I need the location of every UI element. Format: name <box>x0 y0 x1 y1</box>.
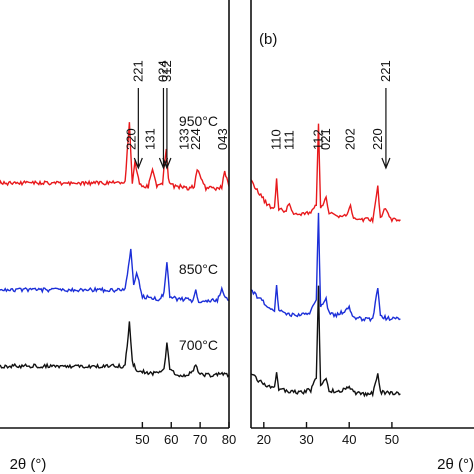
peak-label-224-panel-a: 224 <box>188 128 203 150</box>
peak-label-110-panel-b: 110 <box>269 129 284 150</box>
series-850c-line-panel-b <box>251 212 401 323</box>
panel-label-b: (b) <box>259 31 277 48</box>
panel-a: 950°C 850°C 700°C 50 60 70 80 2θ (°) 220 221 131 02… <box>0 0 236 473</box>
temperature-label-700c: 700°C <box>179 337 218 353</box>
series-700c-line-panel-a <box>0 321 229 378</box>
x-tick-label-50-panel-b: 50 <box>385 432 399 447</box>
series-700c-line-panel-b <box>251 285 401 398</box>
x-tick-label-30-panel-b: 30 <box>299 432 313 447</box>
temperature-label-850c: 850°C <box>179 261 218 277</box>
peak-label-221-panel-b: 221 <box>378 60 393 82</box>
series-850c-line-panel-a <box>0 248 229 304</box>
peak-label-312-panel-a: 312 <box>159 60 174 82</box>
x-tick-label-60-panel-a: 60 <box>164 432 178 447</box>
peak-label-112-panel-b: 112 <box>310 129 325 150</box>
peak-label-133-panel-a: 133 <box>177 128 192 150</box>
peak-label-043-panel-a: 043 <box>215 128 230 150</box>
x-axis-title-panel-b: 2θ (°) <box>437 456 474 473</box>
peak-arrow-024-panel-a <box>158 88 169 170</box>
plot-frame-panel-b <box>250 0 474 429</box>
peak-label-131-panel-a: 131 <box>143 128 158 150</box>
peak-arrow-312-panel-a <box>162 88 172 170</box>
x-tick-label-40-panel-b: 40 <box>342 432 356 447</box>
series-950c-line-panel-b <box>251 123 401 225</box>
x-tick-label-20-panel-b: 20 <box>257 432 271 447</box>
peak-label-220-panel-a: 220 <box>123 128 138 150</box>
peak-label-202-panel-b: 202 <box>342 128 357 150</box>
x-axis-title-panel-a: 2θ (°) <box>10 456 47 473</box>
x-tick-label-80-panel-a: 80 <box>222 432 236 447</box>
x-tick-label-50-panel-a: 50 <box>135 432 149 447</box>
peak-arrow-221-panel-a <box>133 88 143 170</box>
x-tick-label-70-panel-a: 70 <box>193 432 207 447</box>
peak-arrow-221-panel-b <box>381 88 391 170</box>
peak-label-221-panel-a: 221 <box>130 60 145 82</box>
series-950c-line-panel-a <box>0 122 229 193</box>
plot-frame-panel-a <box>0 0 230 429</box>
temperature-label-950c: 950°C <box>179 113 218 129</box>
peak-label-220-panel-b: 220 <box>370 128 385 150</box>
peak-label-021-panel-b: 021 <box>318 128 333 150</box>
peak-label-024-panel-a: 024 <box>155 60 170 82</box>
peak-label-111-panel-b: 111 <box>281 130 296 150</box>
